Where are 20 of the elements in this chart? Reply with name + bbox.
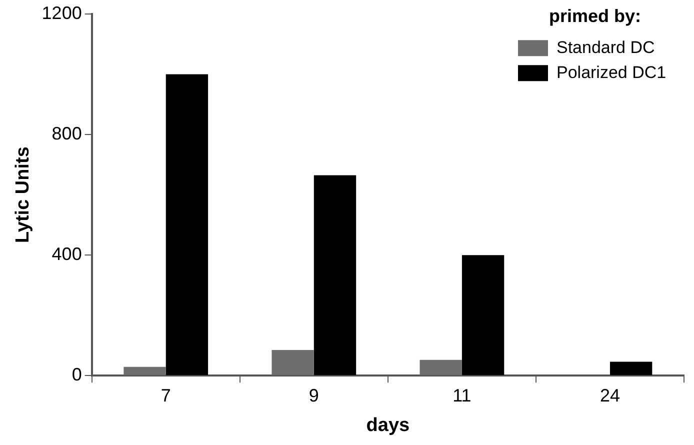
legend-label: Standard DC [556,38,655,57]
bar [420,360,462,376]
y-axis-title: Lytic Units [12,146,34,244]
y-tick-label: 800 [52,124,82,144]
y-tick-label: 0 [72,364,82,385]
bar [124,366,166,376]
x-tick-label: 24 [600,385,620,406]
bar [166,74,208,376]
x-tick-label: 9 [308,385,319,406]
legend-title: primed by: [548,6,642,26]
bar [610,362,652,376]
legend-label: Polarized DC1 [556,62,666,82]
bar [272,350,314,376]
x-axis-title: days [366,414,410,436]
x-tick-label: 7 [160,385,171,406]
x-tick-label: 11 [452,385,472,406]
bar [462,255,504,376]
y-tick-label: 1200 [42,2,82,23]
bar [314,175,356,376]
y-tick-label: 400 [52,244,82,264]
